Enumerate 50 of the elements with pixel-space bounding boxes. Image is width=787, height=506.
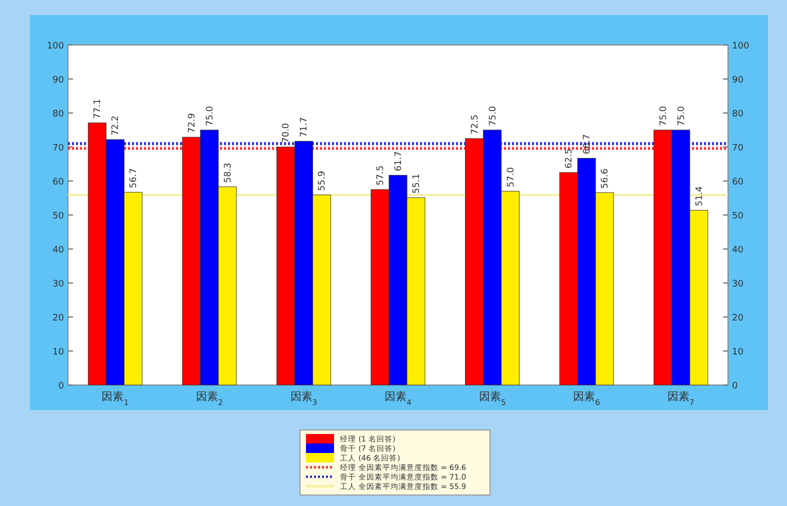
data-label: 56.7 (129, 168, 140, 188)
data-label: 58.3 (223, 162, 234, 183)
y-tick-label: 0 (58, 382, 64, 392)
data-label: 66.7 (582, 134, 593, 154)
y2-tick-label: 30 (732, 280, 744, 290)
y-tick-label: 90 (52, 76, 64, 86)
y-tick-label: 80 (52, 110, 64, 120)
y-tick-label: 10 (52, 348, 64, 358)
data-label: 61.7 (394, 151, 404, 172)
y2-tick-label: 40 (732, 246, 744, 256)
data-label: 72.9 (187, 112, 198, 134)
x-tick-label: 因素$_{3}$ (290, 390, 318, 406)
data-label: 71.7 (300, 117, 310, 138)
data-label: 56.6 (600, 168, 611, 189)
y-tick-label: 30 (52, 280, 64, 290)
x-tick-label: 因素$_{7}$ (667, 390, 694, 406)
x-tick-label: 因素$_{2}$ (196, 390, 223, 406)
y2-tick-label: 20 (732, 314, 744, 324)
data-label: 72.2 (111, 115, 122, 136)
y2-tick-label: 60 (732, 178, 744, 188)
y2-tick-label: 90 (732, 76, 744, 86)
x-tick-label: 因素$_{4}$ (384, 390, 412, 406)
data-label: 55.1 (412, 174, 422, 194)
y-tick-label: 100 (46, 42, 64, 52)
x-tick-label: 因素$_{1}$ (102, 390, 129, 406)
data-label: 77.1 (93, 98, 104, 119)
data-label: 75.0 (488, 106, 498, 126)
data-label: 75.0 (205, 106, 216, 126)
data-label: 75.0 (676, 106, 687, 126)
data-label: 57.0 (506, 166, 516, 188)
y2-tick-label: 50 (732, 212, 744, 222)
data-label: 72.5 (470, 114, 480, 134)
x-tick-label: 因素$_{5}$ (478, 390, 506, 406)
y-tick-label: 70 (52, 144, 64, 154)
y2-tick-label: 0 (732, 382, 738, 392)
y2-tick-label: 10 (732, 348, 744, 358)
y-tick-label: 20 (52, 314, 64, 324)
y-tick-label: 40 (52, 246, 64, 256)
data-label: 70.0 (282, 122, 292, 143)
y2-tick-label: 100 (732, 42, 750, 52)
data-label: 51.4 (694, 186, 705, 206)
y2-tick-label: 70 (732, 144, 744, 154)
y-tick-label: 50 (52, 212, 64, 222)
data-label: 55.9 (318, 170, 328, 191)
data-label: 57.5 (376, 165, 386, 186)
data-label: 62.5 (564, 148, 575, 168)
y2-tick-label: 80 (732, 110, 744, 120)
y-tick-label: 60 (52, 178, 64, 188)
x-tick-label: 因素$_{6}$ (573, 390, 600, 406)
data-label: 75.0 (658, 106, 669, 126)
